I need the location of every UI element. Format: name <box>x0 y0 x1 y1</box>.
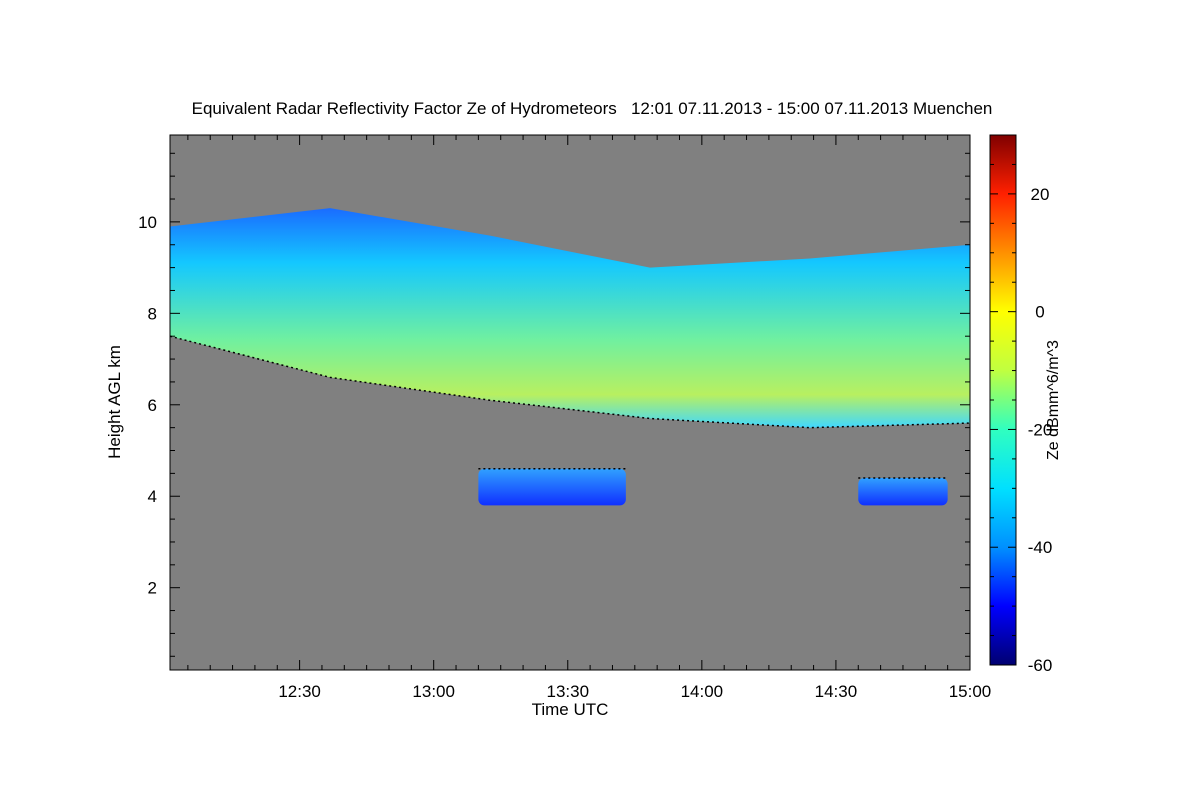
y-tick-label: 10 <box>138 213 157 232</box>
x-tick-label: 14:00 <box>681 682 724 701</box>
x-axis-label: Time UTC <box>532 700 609 719</box>
y-tick-label: 8 <box>148 304 157 323</box>
x-axis-ticks: 12:30 13:00 13:30 14:00 14:30 15:00 <box>187 135 992 701</box>
x-tick-label: 14:30 <box>815 682 858 701</box>
cloud-layer-mid <box>478 468 626 506</box>
cloud-layer-main <box>170 208 970 428</box>
colorbar-ticks: -60 -40 -20 0 20 <box>990 163 1053 675</box>
x-tick-label: 15:00 <box>949 682 992 701</box>
colorbar-tick-label: -40 <box>1028 538 1053 557</box>
x-tick-label: 12:30 <box>278 682 321 701</box>
cloud-features <box>170 208 970 506</box>
colorbar-tick-label: 0 <box>1035 303 1044 322</box>
y-axis-label: Height AGL km <box>105 345 124 459</box>
y-axis-ticks: 2 4 6 8 10 <box>138 152 970 657</box>
colorbar-tick-label: -20 <box>1028 420 1053 439</box>
chart-title: Equivalent Radar Reflectivity Factor Ze … <box>192 99 993 118</box>
colorbar-tick-label: -60 <box>1028 656 1053 675</box>
x-tick-label: 13:30 <box>546 682 589 701</box>
colorbar-tick-label: 20 <box>1031 185 1050 204</box>
x-tick-label: 13:00 <box>412 682 455 701</box>
y-tick-label: 6 <box>148 396 157 415</box>
y-tick-label: 2 <box>148 579 157 598</box>
plot-frame <box>169 134 971 671</box>
y-tick-label: 4 <box>148 487 157 506</box>
cloud-layer-mid <box>858 477 948 506</box>
colorbar-label: Ze dBmm^6/m^3 <box>1045 340 1062 460</box>
